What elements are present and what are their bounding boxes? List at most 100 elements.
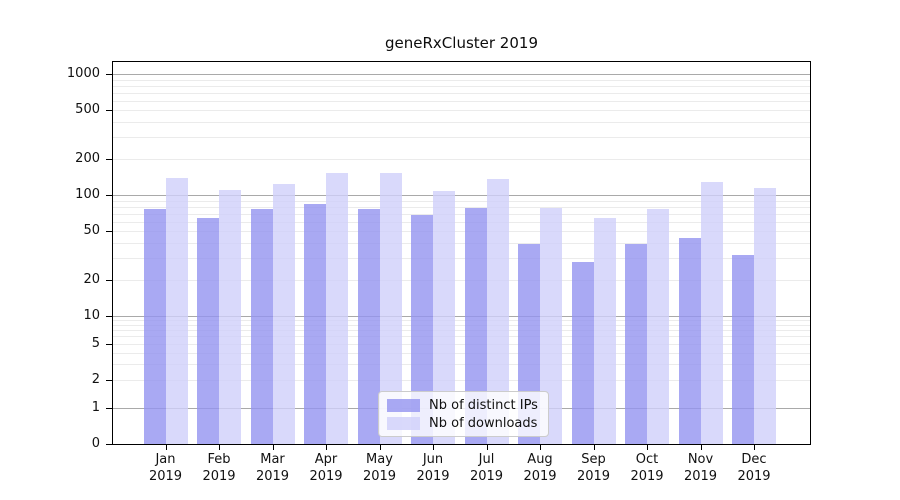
bar-downloads-mar: [272, 184, 295, 444]
x-tick-label-dec: Dec 2019: [722, 451, 786, 485]
month-label: Oct: [635, 452, 659, 467]
gridline-minor: [113, 258, 810, 260]
gridline-minor: [113, 92, 810, 94]
year-label: 2019: [362, 469, 397, 484]
month-label: May: [366, 452, 393, 467]
bar-downloads-jan: [165, 178, 188, 444]
month-label: Jul: [478, 452, 495, 467]
x-tick-mark: [593, 444, 595, 450]
bar-distinct-ips-apr: [304, 204, 326, 444]
bar-distinct-ips-sep: [571, 261, 594, 444]
y-tick-label: 500: [75, 102, 100, 118]
gridline-major: [113, 74, 810, 75]
gridline-major: [113, 195, 810, 196]
gridline-minor: [113, 79, 810, 81]
y-tick-label: 1000: [66, 66, 100, 81]
chart-title: geneRxCluster 2019: [385, 34, 538, 52]
gridline-minor: [113, 343, 810, 345]
year-label: 2019: [255, 469, 290, 484]
y-tick-label: 1: [91, 400, 100, 415]
x-tick-label-may: May 2019: [348, 451, 412, 485]
x-tick-mark: [540, 444, 541, 450]
gridline-minor: [113, 100, 810, 102]
bar-downloads-jul: [486, 178, 509, 444]
y-tick-mark: [106, 408, 113, 409]
bar-downloads-jun: [433, 190, 455, 444]
x-tick-label-mar: Mar 2019: [241, 451, 305, 485]
bar-distinct-ips-may: [357, 209, 380, 444]
year-label: 2019: [576, 469, 611, 484]
x-tick-label-feb: Feb 2019: [187, 451, 251, 485]
month-label: Jun: [422, 452, 444, 467]
year-label: 2019: [148, 469, 183, 484]
y-tick-mark: [106, 279, 113, 281]
bar-downloads-feb: [219, 189, 241, 444]
legend-label: Nb of distinct IPs: [429, 397, 538, 413]
legend-row-downloads: Nb of downloads: [387, 416, 540, 431]
y-tick-label: 200: [75, 150, 100, 166]
gridline-minor: [113, 158, 810, 160]
month-label: Dec: [741, 452, 767, 467]
x-tick-label-sep: Sep 2019: [562, 451, 626, 485]
bar-distinct-ips-oct: [625, 244, 647, 444]
x-tick-mark: [486, 444, 488, 450]
y-tick-mark: [106, 231, 113, 233]
gridline-minor: [113, 364, 810, 366]
year-label: 2019: [202, 469, 236, 484]
month-label: Aug: [527, 452, 553, 467]
x-tick-label-oct: Oct 2019: [615, 451, 679, 485]
plot-area: [112, 61, 811, 445]
y-tick-mark: [106, 195, 113, 196]
gridline-major: [113, 316, 810, 317]
y-tick-mark: [106, 380, 113, 382]
y-tick-mark: [106, 343, 113, 345]
year-label: 2019: [683, 469, 718, 484]
x-tick-mark: [326, 444, 327, 450]
legend: Nb of distinct IPs Nb of downloads: [378, 391, 549, 437]
gridline-minor: [113, 380, 810, 382]
y-tick-mark: [106, 444, 113, 445]
legend-label: Nb of downloads: [429, 415, 538, 431]
x-tick-mark: [272, 444, 274, 450]
y-tick-label: 100: [75, 187, 100, 202]
gridline-minor: [113, 279, 810, 281]
bar-downloads-apr: [326, 173, 348, 444]
gridline-minor: [113, 243, 810, 245]
gridline-minor: [113, 352, 810, 354]
gridline-minor: [113, 200, 810, 202]
gridline-minor: [113, 336, 810, 338]
bar-downloads-sep: [593, 217, 616, 444]
x-tick-mark: [219, 444, 220, 450]
x-tick-label-apr: Apr 2019: [294, 451, 358, 485]
y-tick-label: 5: [91, 335, 100, 351]
bar-distinct-ips-jul: [464, 208, 487, 444]
month-label: Apr: [314, 452, 338, 467]
bar-distinct-ips-mar: [250, 208, 273, 444]
month-label: Nov: [687, 452, 714, 467]
month-label: Feb: [207, 452, 231, 467]
gridline-minor: [113, 110, 810, 112]
month-label: Jan: [155, 452, 176, 467]
year-label: 2019: [416, 469, 450, 484]
bar-downloads-nov: [700, 182, 723, 444]
bar-downloads-dec: [754, 188, 776, 444]
x-tick-label-nov: Nov 2019: [669, 451, 733, 485]
y-tick-mark: [106, 316, 113, 317]
year-label: 2019: [737, 469, 771, 484]
gridline-minor: [113, 85, 810, 87]
y-tick-mark: [106, 158, 113, 160]
month-label: Sep: [581, 452, 606, 467]
legend-swatch-distinct-ips: [387, 398, 420, 412]
x-tick-mark: [433, 444, 434, 450]
y-tick-label: 50: [83, 223, 100, 239]
y-tick-label: 2: [91, 372, 100, 388]
y-tick-label: 20: [83, 271, 100, 287]
x-tick-label-jan: Jan 2019: [134, 451, 198, 485]
bar-distinct-ips-jun: [411, 215, 433, 444]
x-tick-mark: [700, 444, 702, 450]
x-tick-mark: [647, 444, 648, 450]
gridline-minor: [113, 324, 810, 326]
bar-downloads-aug: [540, 208, 562, 444]
gridline-minor: [113, 221, 810, 223]
